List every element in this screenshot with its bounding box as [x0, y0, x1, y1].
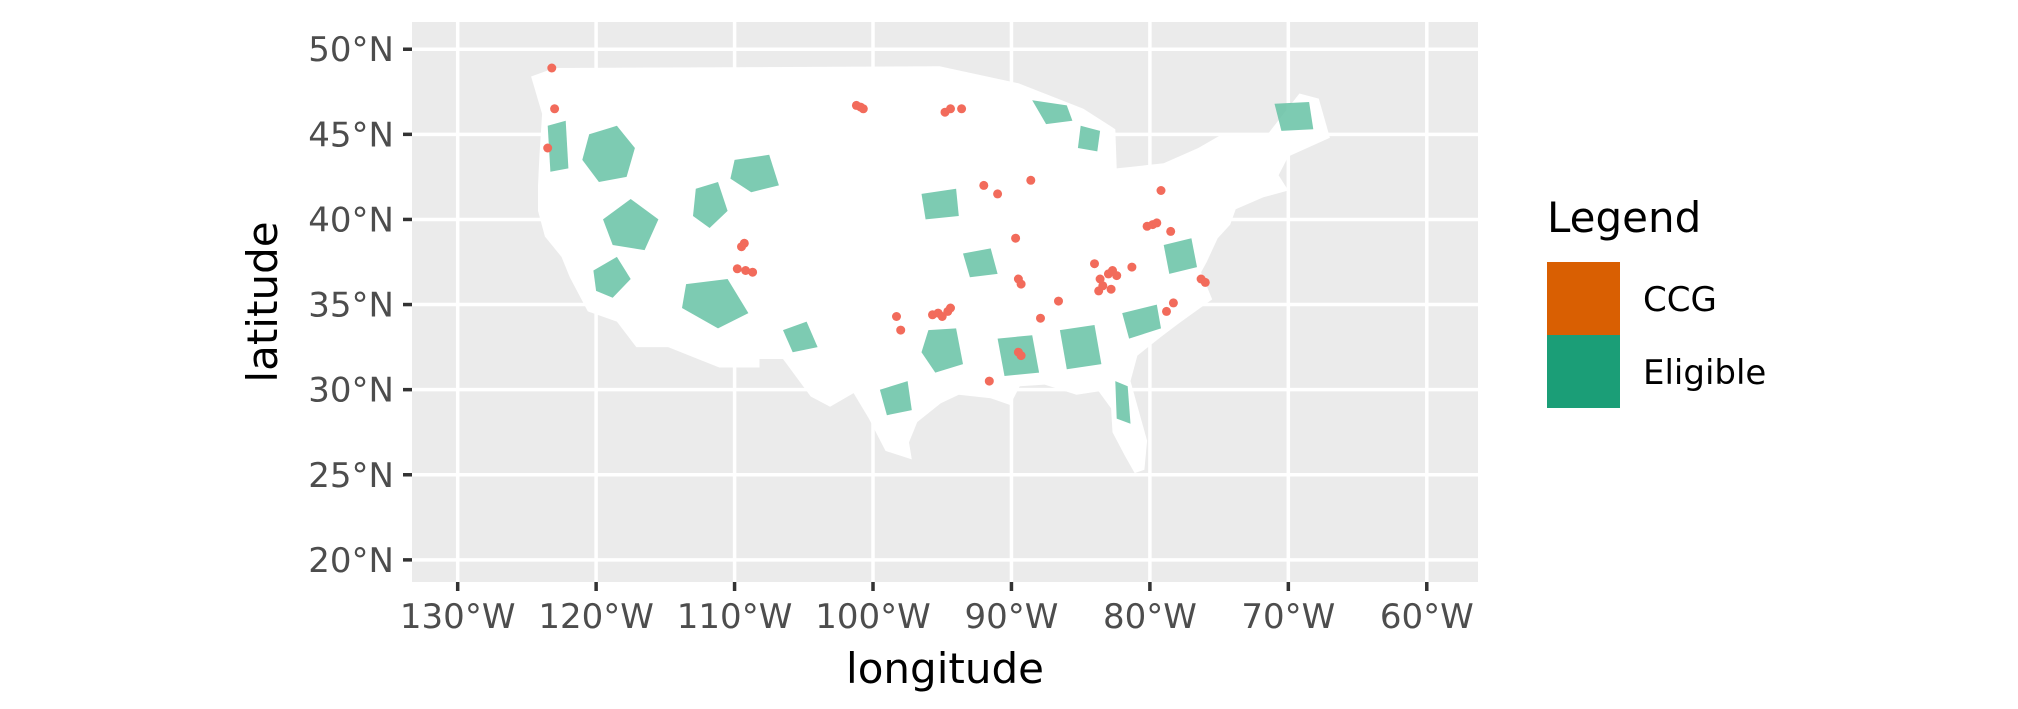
ccg-point	[1095, 274, 1105, 284]
eligible-region	[921, 188, 959, 220]
legend-key-ccg	[1547, 262, 1620, 335]
y-tick-label: 50°N	[308, 30, 394, 70]
x-tick-label: 70°W	[1241, 597, 1335, 637]
eligible-region	[582, 125, 635, 182]
legend: Legend CCG Eligible	[1547, 193, 1766, 408]
ccg-point	[1090, 259, 1099, 269]
eligible-region	[1077, 125, 1101, 152]
y-axis-title: latitude	[238, 221, 287, 382]
eligible-region	[963, 248, 998, 278]
eligible-region	[783, 321, 818, 353]
ccg-point	[858, 104, 868, 114]
eligible-region	[921, 328, 963, 373]
y-tick-label: 25°N	[308, 456, 394, 496]
ccg-point	[1162, 306, 1171, 316]
ccg-point	[1112, 271, 1122, 281]
legend-key-eligible	[1547, 335, 1620, 408]
ccg-point	[1016, 351, 1026, 361]
y-tick-label: 35°N	[308, 286, 394, 326]
ccg-point	[1106, 284, 1116, 294]
ccg-point	[1016, 279, 1026, 289]
eligible-region	[693, 182, 728, 228]
ccg-point	[979, 180, 989, 190]
x-tick-label: 110°W	[677, 597, 793, 637]
y-tick-label: 20°N	[308, 541, 394, 581]
ccg-point	[1011, 233, 1021, 243]
eligible-region	[1059, 325, 1102, 370]
ccg-points	[543, 63, 1210, 386]
x-axis: 130°W 120°W 110°W 100°W 90°W 80°W 70°W 60°W	[400, 582, 1474, 637]
legend-label-ccg: CCG	[1643, 280, 1717, 320]
ccg-point	[741, 266, 751, 275]
usa-outline	[531, 66, 1330, 474]
y-axis: 20°N 25°N 30°N 35°N 40°N 45°N 50°N	[308, 30, 412, 581]
ccg-point	[732, 264, 742, 274]
ccg-point	[1054, 296, 1063, 306]
x-tick-label: 120°W	[538, 597, 654, 637]
ccg-point	[543, 143, 553, 153]
y-tick-label: 45°N	[308, 115, 394, 155]
eligible-region	[682, 279, 749, 329]
eligible-region	[1115, 381, 1131, 424]
x-tick-label: 80°W	[1103, 597, 1197, 637]
x-tick-label: 60°W	[1380, 597, 1474, 637]
ccg-point	[739, 238, 749, 248]
eligible-region	[1032, 100, 1073, 125]
ccg-point	[748, 267, 758, 277]
ccg-point	[1127, 262, 1137, 272]
ccg-point	[1094, 286, 1104, 296]
ccg-point	[946, 303, 955, 313]
ccg-point	[1166, 226, 1176, 236]
ccg-point	[1026, 175, 1036, 185]
ccg-point	[1168, 298, 1178, 308]
eligible-region	[1122, 304, 1161, 339]
ccg-point	[957, 104, 967, 114]
ccg-point	[547, 63, 557, 73]
eligible-region	[1163, 238, 1197, 274]
ccg-point	[993, 189, 1003, 199]
ccg-point	[1152, 218, 1162, 228]
legend-label-eligible: Eligible	[1643, 353, 1766, 393]
y-tick-label: 30°N	[308, 371, 394, 411]
ccg-point	[892, 312, 901, 321]
ccg-point	[896, 325, 906, 335]
eligible-region	[547, 120, 569, 172]
eligible-region	[593, 256, 631, 298]
y-tick-label: 40°N	[308, 200, 394, 240]
x-axis-title: longitude	[846, 644, 1044, 693]
x-tick-label: 90°W	[965, 597, 1059, 637]
ccg-point	[984, 376, 994, 386]
ccg-point	[550, 104, 560, 114]
eligible-region	[1274, 102, 1314, 131]
eligible-region	[879, 381, 912, 416]
ccg-point	[1156, 186, 1166, 195]
eligible-region	[603, 199, 659, 251]
ccg-point	[1200, 277, 1210, 287]
usa-land	[531, 66, 1330, 474]
eligible-region	[730, 154, 779, 193]
x-tick-label: 130°W	[400, 597, 516, 637]
legend-title: Legend	[1547, 193, 1701, 242]
ccg-point	[946, 104, 955, 114]
x-tick-label: 100°W	[815, 597, 931, 637]
ccg-point	[1036, 313, 1045, 323]
